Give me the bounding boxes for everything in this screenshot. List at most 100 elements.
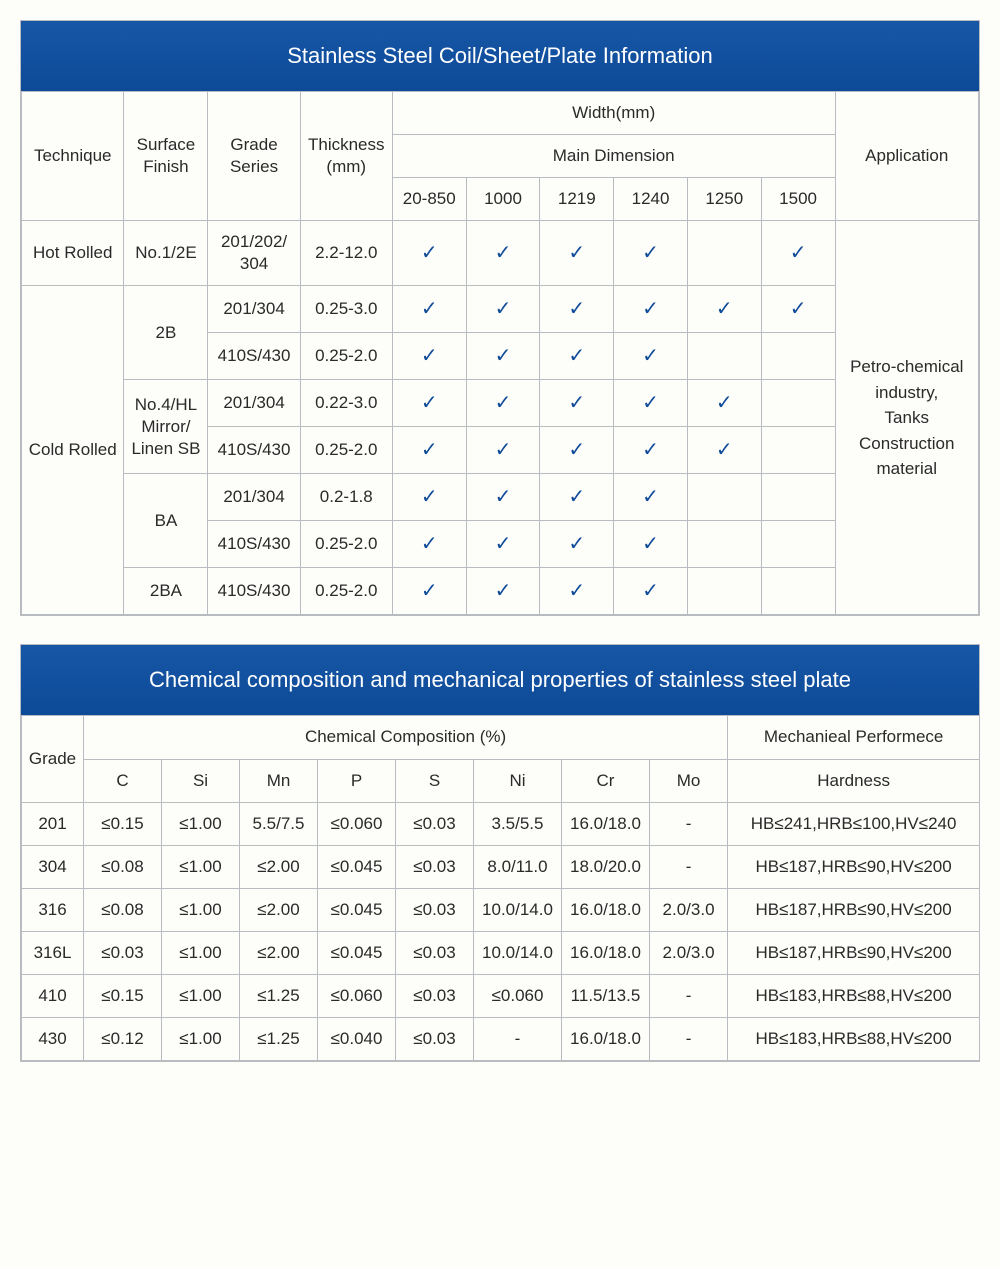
steel-info-table-container: Stainless Steel Coil/Sheet/Plate Informa… bbox=[20, 20, 980, 616]
table-row: BA201/3040.2-1.8✓✓✓✓ bbox=[22, 474, 979, 521]
cell-surface: No.4/HLMirror/Linen SB bbox=[124, 380, 208, 474]
width-col: 1240 bbox=[614, 178, 688, 221]
cell-chem: ≤1.00 bbox=[162, 975, 240, 1018]
table-row: Hot RolledNo.1/2E201/202/3042.2-12.0✓✓✓✓… bbox=[22, 221, 979, 286]
cell-chem: ≤0.060 bbox=[474, 975, 562, 1018]
check-icon: ✓ bbox=[540, 474, 614, 521]
check-icon: ✓ bbox=[392, 521, 466, 568]
cell-thickness: 0.25-3.0 bbox=[300, 286, 392, 333]
cell-chem: ≤1.00 bbox=[162, 802, 240, 845]
cell-grade: 201/304 bbox=[208, 286, 300, 333]
cell-grade: 201 bbox=[22, 802, 84, 845]
table-row: 201≤0.15≤1.005.5/7.5≤0.060≤0.033.5/5.516… bbox=[22, 802, 980, 845]
cell-grade: 410S/430 bbox=[208, 521, 300, 568]
cell-chem: ≤0.03 bbox=[396, 975, 474, 1018]
col-thickness: Thickness(mm) bbox=[300, 92, 392, 221]
check-icon: ✓ bbox=[392, 286, 466, 333]
check-icon: ✓ bbox=[466, 333, 540, 380]
col-surface-finish: SurfaceFinish bbox=[124, 92, 208, 221]
cell-chem: ≤0.045 bbox=[318, 845, 396, 888]
table-row: 410≤0.15≤1.00≤1.25≤0.060≤0.03≤0.06011.5/… bbox=[22, 975, 980, 1018]
empty-cell bbox=[761, 474, 835, 521]
col-application: Application bbox=[835, 92, 979, 221]
cell-thickness: 0.25-2.0 bbox=[300, 521, 392, 568]
cell-grade: 201/304 bbox=[208, 380, 300, 427]
cell-thickness: 0.25-2.0 bbox=[300, 333, 392, 380]
cell-chem: ≤0.045 bbox=[318, 931, 396, 974]
width-col: 1250 bbox=[687, 178, 761, 221]
cell-chem: 10.0/14.0 bbox=[474, 888, 562, 931]
cell-thickness: 0.25-2.0 bbox=[300, 427, 392, 474]
cell-grade: 304 bbox=[22, 845, 84, 888]
chem-mech-table-container: Chemical composition and mechanical prop… bbox=[20, 644, 980, 1062]
chem-col-header: S bbox=[396, 759, 474, 802]
cell-chem: ≤0.03 bbox=[396, 1018, 474, 1061]
cell-chem: 11.5/13.5 bbox=[562, 975, 650, 1018]
cell-technique: Cold Rolled bbox=[22, 286, 124, 615]
check-icon: ✓ bbox=[540, 568, 614, 615]
cell-chem: ≤0.03 bbox=[396, 888, 474, 931]
check-icon: ✓ bbox=[466, 521, 540, 568]
width-col: 1000 bbox=[466, 178, 540, 221]
check-icon: ✓ bbox=[614, 568, 688, 615]
cell-chem: ≤0.03 bbox=[396, 931, 474, 974]
col-grade: Grade bbox=[22, 716, 84, 802]
cell-grade: 201/202/304 bbox=[208, 221, 300, 286]
cell-technique: Hot Rolled bbox=[22, 221, 124, 286]
cell-chem: ≤0.060 bbox=[318, 975, 396, 1018]
chem-col-header: Ni bbox=[474, 759, 562, 802]
cell-chem: 2.0/3.0 bbox=[650, 888, 728, 931]
cell-hardness: HB≤183,HRB≤88,HV≤200 bbox=[728, 975, 980, 1018]
cell-thickness: 0.22-3.0 bbox=[300, 380, 392, 427]
empty-cell bbox=[761, 568, 835, 615]
check-icon: ✓ bbox=[761, 286, 835, 333]
cell-chem: - bbox=[650, 975, 728, 1018]
check-icon: ✓ bbox=[614, 521, 688, 568]
check-icon: ✓ bbox=[392, 568, 466, 615]
empty-cell bbox=[761, 333, 835, 380]
cell-chem: ≤1.25 bbox=[240, 1018, 318, 1061]
empty-cell bbox=[687, 474, 761, 521]
cell-surface: No.1/2E bbox=[124, 221, 208, 286]
check-icon: ✓ bbox=[761, 221, 835, 286]
cell-chem: ≤1.00 bbox=[162, 888, 240, 931]
chem-col-header: Cr bbox=[562, 759, 650, 802]
cell-thickness: 0.25-2.0 bbox=[300, 568, 392, 615]
cell-chem: 18.0/20.0 bbox=[562, 845, 650, 888]
col-technique: Technique bbox=[22, 92, 124, 221]
cell-chem: ≤0.060 bbox=[318, 802, 396, 845]
check-icon: ✓ bbox=[540, 333, 614, 380]
cell-chem: 16.0/18.0 bbox=[562, 888, 650, 931]
cell-chem: ≤1.25 bbox=[240, 975, 318, 1018]
table-row: No.4/HLMirror/Linen SB201/3040.22-3.0✓✓✓… bbox=[22, 380, 979, 427]
check-icon: ✓ bbox=[392, 221, 466, 286]
check-icon: ✓ bbox=[614, 474, 688, 521]
cell-chem: ≤2.00 bbox=[240, 931, 318, 974]
cell-chem: 2.0/3.0 bbox=[650, 931, 728, 974]
cell-surface: 2B bbox=[124, 286, 208, 380]
check-icon: ✓ bbox=[466, 427, 540, 474]
cell-chem: ≤0.08 bbox=[84, 888, 162, 931]
cell-grade: 316L bbox=[22, 931, 84, 974]
check-icon: ✓ bbox=[466, 474, 540, 521]
check-icon: ✓ bbox=[392, 474, 466, 521]
empty-cell bbox=[687, 333, 761, 380]
check-icon: ✓ bbox=[687, 286, 761, 333]
cell-chem: ≤0.03 bbox=[84, 931, 162, 974]
cell-hardness: HB≤187,HRB≤90,HV≤200 bbox=[728, 888, 980, 931]
col-mech-group: Mechanieal Performece bbox=[728, 716, 980, 759]
cell-grade: 410S/430 bbox=[208, 427, 300, 474]
empty-cell bbox=[687, 568, 761, 615]
empty-cell bbox=[687, 521, 761, 568]
cell-chem: ≤0.040 bbox=[318, 1018, 396, 1061]
col-width-group: Width(mm) bbox=[392, 92, 835, 135]
check-icon: ✓ bbox=[614, 221, 688, 286]
table-row: 304≤0.08≤1.00≤2.00≤0.045≤0.038.0/11.018.… bbox=[22, 845, 980, 888]
check-icon: ✓ bbox=[614, 380, 688, 427]
cell-grade: 316 bbox=[22, 888, 84, 931]
cell-chem: 16.0/18.0 bbox=[562, 1018, 650, 1061]
check-icon: ✓ bbox=[540, 286, 614, 333]
width-col: 1219 bbox=[540, 178, 614, 221]
cell-chem: ≤1.00 bbox=[162, 845, 240, 888]
cell-hardness: HB≤187,HRB≤90,HV≤200 bbox=[728, 845, 980, 888]
